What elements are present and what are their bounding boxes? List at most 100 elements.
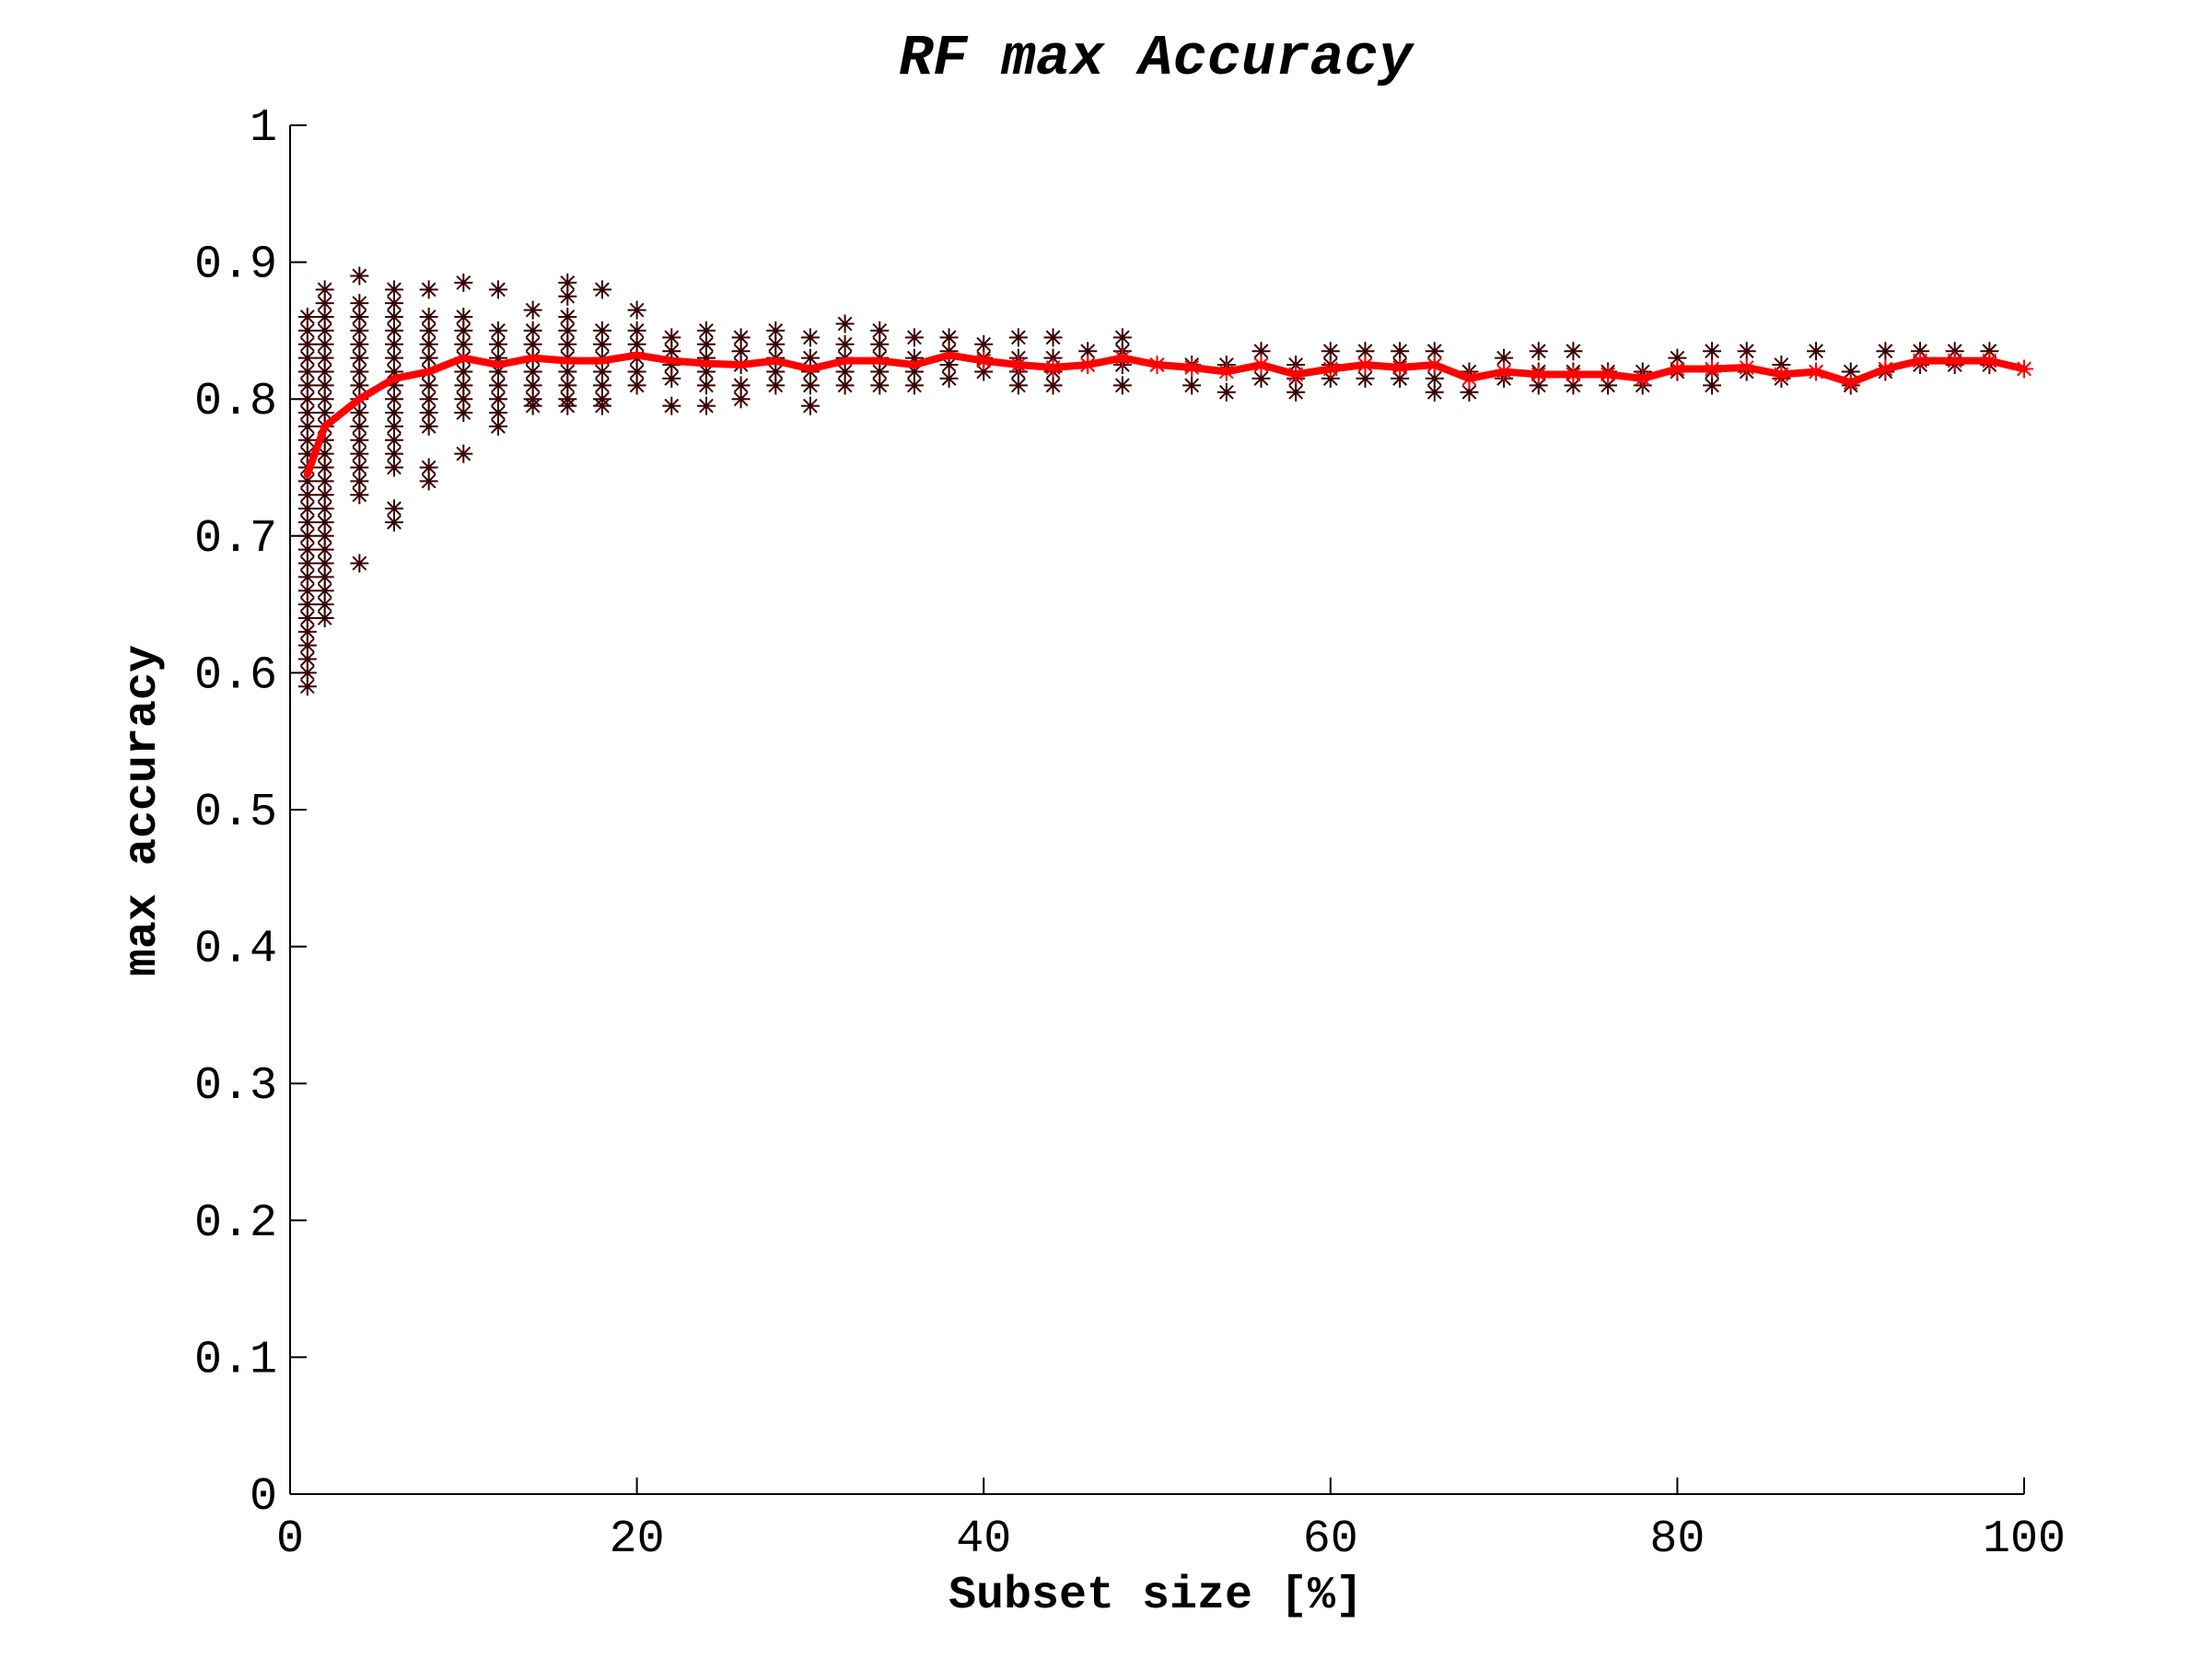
y-tick-label: 0.8 xyxy=(194,376,277,428)
mean-line-marker xyxy=(1043,358,1063,378)
scatter-point xyxy=(835,334,855,354)
scatter-point xyxy=(1112,328,1132,347)
scatter-point xyxy=(800,376,820,395)
mean-line-marker xyxy=(1008,356,1028,375)
scatter-point xyxy=(315,403,334,423)
scatter-point xyxy=(350,348,369,368)
scatter-point xyxy=(592,362,611,381)
scatter-point xyxy=(419,472,438,491)
y-tick-label: 0.7 xyxy=(194,513,277,566)
scatter-point xyxy=(627,300,646,320)
scatter-point xyxy=(315,608,334,627)
scatter-point xyxy=(1599,376,1618,395)
scatter-point xyxy=(662,368,681,388)
scatter-point xyxy=(1529,342,1548,361)
x-axis-label: Subset size [%] xyxy=(949,1570,1363,1622)
scatter-point xyxy=(1425,368,1444,388)
mean-line-marker xyxy=(1703,359,1722,379)
scatter-point xyxy=(350,321,369,340)
scatter-point xyxy=(315,430,334,450)
scatter-point xyxy=(315,540,334,559)
scatter-point xyxy=(384,499,403,519)
scatter-point xyxy=(297,485,317,505)
scatter-point xyxy=(384,362,403,381)
mean-line-marker xyxy=(2015,359,2033,379)
mean-line-marker xyxy=(1945,351,1964,370)
scatter-point xyxy=(592,376,611,395)
x-tick-label: 20 xyxy=(610,1513,665,1566)
scatter-point xyxy=(731,342,751,361)
scatter-point xyxy=(1980,342,1999,361)
axes: 0 20 40 60 80 100 0 0.1 0.2 0.3 0.4 0.5 0.6 0.7 0.8 0.9… xyxy=(194,102,2066,1566)
scatter-point xyxy=(558,362,577,381)
scatter-point xyxy=(523,300,542,320)
scatter-point xyxy=(1564,376,1583,395)
scatter-point xyxy=(835,314,855,333)
scatter-point xyxy=(835,362,855,381)
y-tick-label: 1 xyxy=(250,102,277,155)
scatter-point xyxy=(454,334,473,354)
scatter-point xyxy=(315,554,334,573)
scatter-point xyxy=(523,396,542,415)
scatter-point xyxy=(315,280,334,299)
scatter-point xyxy=(662,328,681,347)
mean-line-marker xyxy=(1668,359,1687,379)
scatter-point xyxy=(384,280,403,299)
scatter-point xyxy=(1286,382,1306,402)
scatter-point xyxy=(350,472,369,491)
scatter-point xyxy=(297,416,317,436)
scatter-point xyxy=(766,376,786,395)
scatter-point xyxy=(454,273,473,292)
scatter-point xyxy=(350,362,369,381)
scatter-point xyxy=(766,362,786,381)
scatter-point xyxy=(297,554,317,573)
scatter-point xyxy=(454,362,473,381)
scatter-point xyxy=(696,396,716,415)
scatter-point xyxy=(350,444,369,463)
scatter-point xyxy=(384,308,403,327)
scatter-point xyxy=(1807,342,1826,361)
scatter-point xyxy=(350,403,369,423)
scatter-point xyxy=(627,334,646,354)
y-tick-label: 0.5 xyxy=(194,787,277,839)
scatter-point xyxy=(488,362,507,381)
scatter-point xyxy=(592,396,611,415)
scatter-point xyxy=(1945,342,1964,361)
scatter-point xyxy=(297,321,317,340)
scatter-point xyxy=(1356,368,1375,388)
scatter-point xyxy=(1321,342,1340,361)
scatter-point xyxy=(315,321,334,340)
y-tick-label: 0.1 xyxy=(194,1334,277,1386)
scatter-point xyxy=(731,328,751,347)
chart-title: RF max Accuracy xyxy=(899,26,1415,91)
mean-line-marker xyxy=(1599,365,1618,384)
scatter-point xyxy=(315,458,334,477)
scatter-point xyxy=(419,458,438,477)
scatter-point xyxy=(350,266,369,286)
scatter-point xyxy=(558,321,577,340)
scatter-point xyxy=(696,376,716,395)
scatter-point xyxy=(384,458,403,477)
scatter-point xyxy=(1772,356,1791,375)
scatter-point xyxy=(350,554,369,573)
scatter-point xyxy=(315,362,334,381)
scatter-point xyxy=(662,342,681,361)
mean-line-marker xyxy=(1252,356,1271,375)
scatter-point xyxy=(800,328,820,347)
mean-line-marker xyxy=(1460,368,1479,388)
scatter-point xyxy=(523,334,542,354)
scatter-point xyxy=(1876,342,1895,361)
scatter-point xyxy=(297,526,317,545)
scatter-point xyxy=(297,403,317,423)
scatter-point xyxy=(1425,382,1444,402)
scatter-point xyxy=(488,390,507,409)
scatter-point xyxy=(488,376,507,395)
scatter-point xyxy=(662,356,681,375)
scatter-point xyxy=(297,362,317,381)
x-tick-label: 80 xyxy=(1649,1513,1705,1566)
scatter-point xyxy=(696,362,716,381)
mean-line-marker xyxy=(1182,358,1202,378)
scatter-point xyxy=(731,390,751,409)
mean-line-marker xyxy=(1911,351,1930,370)
scatter-point xyxy=(297,581,317,601)
